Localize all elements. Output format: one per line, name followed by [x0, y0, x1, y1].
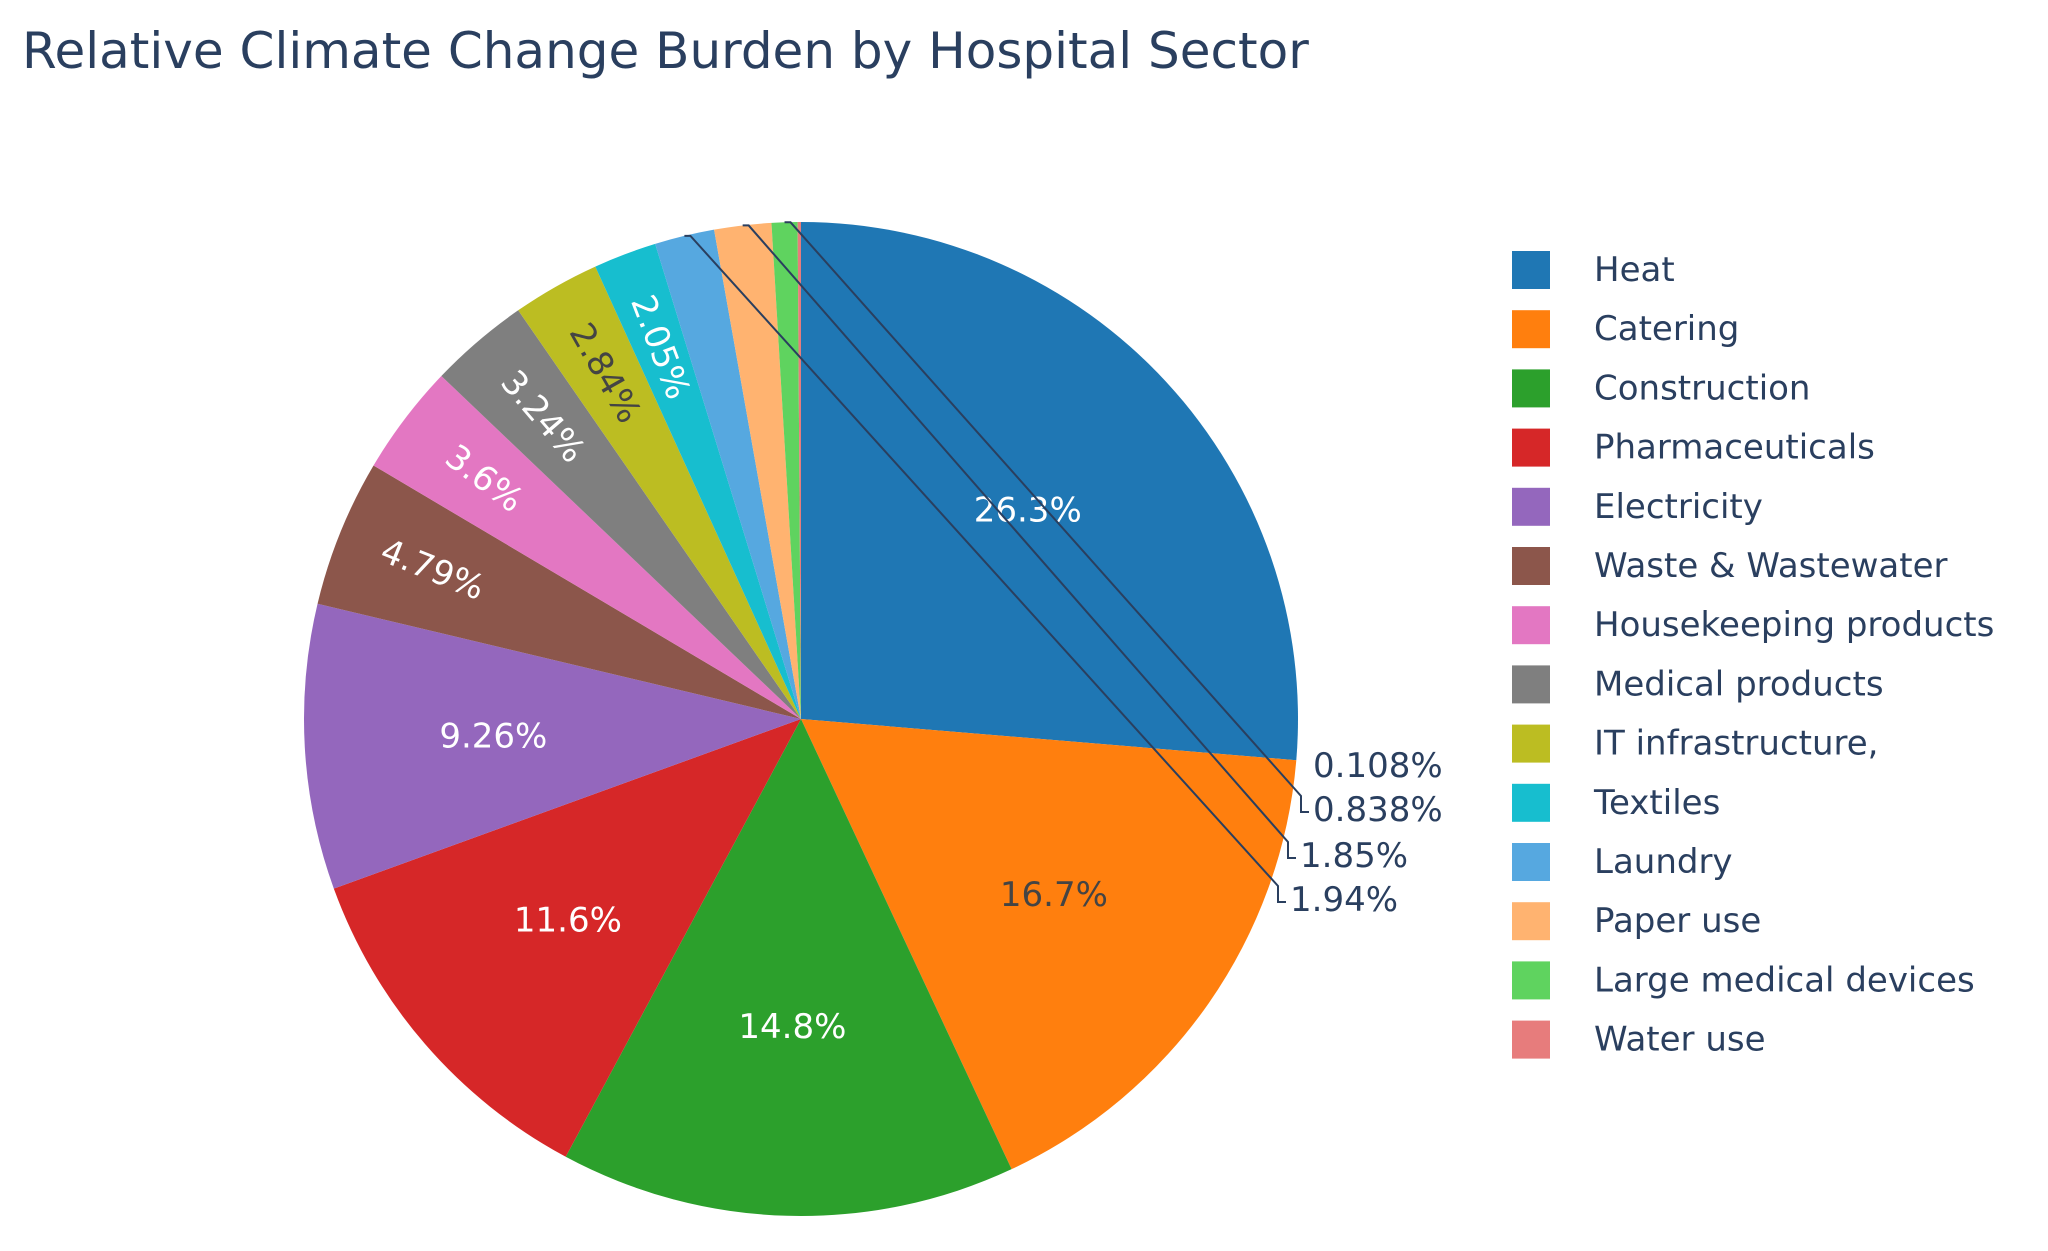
- legend-item-catering[interactable]: Catering: [1512, 309, 1739, 349]
- legend-item-textiles[interactable]: Textiles: [1512, 783, 1720, 823]
- legend-swatch: [1512, 1020, 1550, 1059]
- legend-label: Laundry: [1594, 842, 1733, 882]
- pie-slice-medical-products: [441, 310, 801, 719]
- legend-label: Paper use: [1594, 901, 1761, 941]
- legend-label: Large medical devices: [1594, 960, 1975, 1000]
- pie-slice-pharmaceuticals: [333, 719, 801, 1157]
- legend-item-medical-products[interactable]: Medical products: [1512, 664, 1884, 704]
- legend-swatch: [1512, 547, 1550, 585]
- legend-label: Textiles: [1593, 783, 1720, 823]
- legend-label: Catering: [1594, 309, 1739, 349]
- leader-line-large-medical-devices: [784, 221, 1309, 813]
- slice-label-construction: 14.8%: [738, 1007, 846, 1047]
- legend-swatch: [1512, 428, 1550, 467]
- legend-item-large-medical-devices[interactable]: Large medical devices: [1512, 960, 1975, 1000]
- slice-label-laundry: 1.94%: [1290, 880, 1398, 920]
- legend-label: Heat: [1594, 250, 1675, 290]
- leader-line-laundry: [684, 234, 1286, 903]
- slice-label-water-use: 0.108%: [1313, 746, 1443, 786]
- legend-label: IT infrastructure,: [1594, 724, 1878, 764]
- slice-label-large-medical-devices: 0.838%: [1313, 790, 1443, 830]
- legend-swatch: [1512, 487, 1550, 526]
- legend-swatch: [1512, 251, 1550, 289]
- legend: Heat Catering Construction Pharmaceuticals E…: [1512, 250, 1994, 1060]
- legend-label: Waste & Wastewater: [1594, 546, 1948, 586]
- legend-item-pharmaceuticals[interactable]: Pharmaceuticals: [1512, 428, 1875, 468]
- legend-item-electricity[interactable]: Electricity: [1512, 487, 1763, 527]
- legend-label: Pharmaceuticals: [1594, 428, 1875, 468]
- legend-swatch: [1512, 843, 1550, 881]
- legend-swatch: [1512, 961, 1550, 1000]
- outside-slice-labels: 1.94%1.85% 0.838%0.108%: [684, 221, 1443, 920]
- pie-slice-catering: [801, 719, 1297, 1170]
- legend-item-housekeeping-products[interactable]: Housekeeping products: [1512, 605, 1994, 645]
- pie-slice-housekeeping-products: [373, 375, 801, 719]
- chart-title: Relative Climate Change Burden by Hospit…: [22, 22, 1309, 80]
- legend-label: Medical products: [1594, 664, 1884, 704]
- slice-label-pharmaceuticals: 11.6%: [514, 901, 622, 941]
- legend-label: Construction: [1594, 368, 1810, 408]
- legend-item-heat[interactable]: Heat: [1512, 250, 1675, 290]
- legend-swatch: [1512, 783, 1550, 822]
- pie-slice-electricity: [303, 603, 801, 889]
- pie-slice-textiles: [595, 243, 801, 720]
- legend-label: Electricity: [1594, 487, 1763, 527]
- slice-label-paper-use: 1.85%: [1300, 836, 1408, 876]
- pie-slice-waste-wastewater: [317, 465, 801, 719]
- legend-item-construction[interactable]: Construction: [1512, 368, 1810, 408]
- legend-label: Housekeeping products: [1594, 605, 1994, 645]
- pie-slice-large-medical-devices: [771, 222, 801, 719]
- pie-slice-water-use: [797, 222, 801, 719]
- pie-slice-heat: [801, 222, 1298, 761]
- legend-swatch: [1512, 606, 1550, 645]
- slice-label-electricity: 9.26%: [439, 717, 547, 757]
- pie-slice-construction: [565, 719, 1012, 1216]
- pie-slice-it-infrastructure: [518, 266, 801, 719]
- leader-line-paper-use: [742, 224, 1296, 859]
- legend-item-paper-use[interactable]: Paper use: [1512, 901, 1761, 941]
- pie-slice-paper-use: [714, 222, 801, 720]
- slice-label-catering: 16.7%: [1000, 875, 1108, 915]
- legend-swatch: [1512, 665, 1550, 704]
- pie-slice-laundry: [655, 229, 801, 719]
- legend-swatch: [1512, 310, 1550, 349]
- legend-label: Water use: [1594, 1020, 1766, 1060]
- legend-item-waste-wastewater[interactable]: Waste & Wastewater: [1512, 546, 1948, 586]
- pie-slices: [303, 222, 1298, 1216]
- legend-item-water-use[interactable]: Water use: [1512, 1020, 1766, 1060]
- legend-swatch: [1512, 369, 1550, 408]
- legend-swatch: [1512, 902, 1550, 941]
- legend-item-it-infrastructure[interactable]: IT infrastructure,: [1512, 724, 1878, 764]
- legend-item-laundry[interactable]: Laundry: [1512, 842, 1733, 882]
- legend-swatch: [1512, 724, 1550, 763]
- slice-label-heat: 26.3%: [974, 490, 1082, 530]
